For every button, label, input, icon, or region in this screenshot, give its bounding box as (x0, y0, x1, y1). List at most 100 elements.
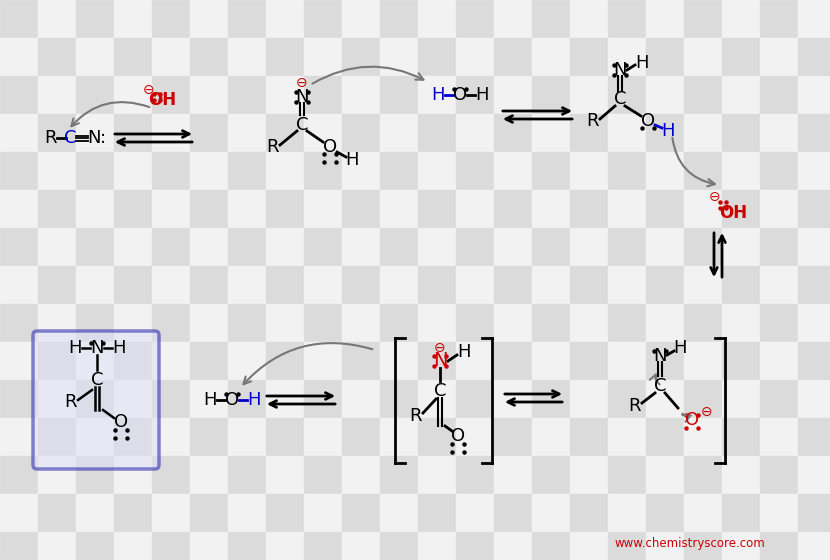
Text: C: C (64, 129, 76, 147)
Bar (722, 380, 760, 418)
Bar (114, 114, 152, 152)
Bar (114, 228, 152, 266)
Bar (418, 38, 456, 76)
Bar (532, 456, 570, 494)
Bar (76, 152, 114, 190)
Bar (342, 304, 380, 342)
Bar (570, 38, 608, 76)
Bar (722, 418, 760, 456)
Bar (38, 532, 76, 560)
Bar (266, 342, 304, 380)
Bar (494, 456, 532, 494)
Bar (608, 114, 646, 152)
Bar (304, 456, 342, 494)
Bar (798, 532, 830, 560)
Bar (380, 418, 418, 456)
Bar (494, 266, 532, 304)
Bar (760, 494, 798, 532)
Bar (760, 114, 798, 152)
Bar (76, 532, 114, 560)
Bar (190, 114, 228, 152)
Bar (38, 266, 76, 304)
Text: N: N (90, 339, 104, 357)
Text: N: N (613, 61, 627, 79)
Bar (304, 76, 342, 114)
Bar (684, 38, 722, 76)
Bar (266, 114, 304, 152)
Bar (76, 76, 114, 114)
Bar (570, 456, 608, 494)
Bar (266, 304, 304, 342)
Bar (380, 304, 418, 342)
Text: R: R (266, 138, 278, 156)
Bar (456, 228, 494, 266)
Bar (494, 38, 532, 76)
FancyBboxPatch shape (33, 331, 159, 469)
Bar (342, 380, 380, 418)
Bar (0, 152, 38, 190)
Bar (532, 114, 570, 152)
Bar (228, 532, 266, 560)
Bar (418, 494, 456, 532)
Text: C: C (90, 371, 103, 389)
Bar (304, 494, 342, 532)
Bar (380, 152, 418, 190)
Bar (418, 152, 456, 190)
Text: ⊖: ⊖ (434, 341, 446, 355)
Bar (684, 456, 722, 494)
Bar (0, 266, 38, 304)
Bar (722, 76, 760, 114)
Bar (304, 304, 342, 342)
Bar (418, 456, 456, 494)
Bar (76, 38, 114, 76)
Text: R: R (408, 407, 422, 425)
Bar (190, 228, 228, 266)
Text: ⊖: ⊖ (296, 76, 308, 90)
Bar (494, 76, 532, 114)
Bar (152, 494, 190, 532)
Bar (608, 456, 646, 494)
Bar (722, 342, 760, 380)
Bar (684, 152, 722, 190)
Bar (380, 38, 418, 76)
Bar (304, 228, 342, 266)
Bar (228, 494, 266, 532)
Bar (190, 76, 228, 114)
Bar (38, 494, 76, 532)
Bar (380, 380, 418, 418)
Bar (76, 342, 114, 380)
Bar (152, 228, 190, 266)
Text: :: : (100, 129, 106, 147)
Bar (114, 190, 152, 228)
Bar (38, 342, 76, 380)
Bar (190, 38, 228, 76)
Text: C: C (434, 382, 447, 400)
Bar (494, 228, 532, 266)
Bar (570, 380, 608, 418)
Bar (76, 304, 114, 342)
Bar (342, 494, 380, 532)
Bar (114, 38, 152, 76)
Bar (532, 0, 570, 38)
Text: H: H (662, 122, 675, 140)
Bar (114, 152, 152, 190)
Text: H: H (635, 54, 649, 72)
Bar (380, 228, 418, 266)
Bar (760, 228, 798, 266)
Bar (456, 266, 494, 304)
Bar (152, 0, 190, 38)
Bar (190, 342, 228, 380)
Bar (570, 228, 608, 266)
Bar (798, 456, 830, 494)
Bar (114, 266, 152, 304)
Bar (684, 266, 722, 304)
Bar (342, 532, 380, 560)
Bar (0, 494, 38, 532)
Bar (456, 190, 494, 228)
Bar (798, 114, 830, 152)
Bar (798, 76, 830, 114)
Bar (0, 228, 38, 266)
Bar (38, 456, 76, 494)
Bar (266, 0, 304, 38)
Bar (304, 38, 342, 76)
